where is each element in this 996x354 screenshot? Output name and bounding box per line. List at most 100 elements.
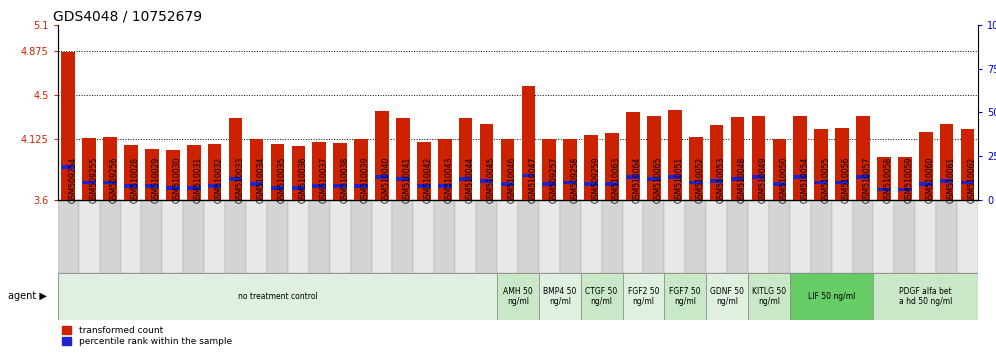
Bar [853, 200, 873, 273]
Bar [685, 200, 706, 273]
Bar [438, 139, 451, 200]
Text: GSM510033: GSM510033 [236, 156, 245, 203]
Bar [250, 182, 263, 186]
Text: GSM510049: GSM510049 [759, 156, 768, 203]
Bar [664, 200, 685, 273]
Bar [271, 186, 284, 190]
Text: GSM510041: GSM510041 [402, 157, 412, 203]
Text: GSM510055: GSM510055 [821, 156, 831, 203]
Text: PDGF alfa bet
a hd 50 ng/ml: PDGF alfa bet a hd 50 ng/ml [899, 287, 952, 306]
Text: FGF2 50
ng/ml: FGF2 50 ng/ml [627, 287, 659, 306]
Bar [334, 143, 347, 200]
Bar [392, 200, 413, 273]
Bar [459, 177, 472, 181]
Bar [413, 200, 434, 273]
Text: GSM510057: GSM510057 [863, 156, 872, 203]
Bar [731, 117, 744, 200]
Text: GSM510035: GSM510035 [277, 156, 287, 203]
Bar [543, 139, 556, 200]
Text: CTGF 50
ng/ml: CTGF 50 ng/ml [586, 287, 618, 306]
Text: GSM510059: GSM510059 [904, 156, 914, 203]
Bar [710, 125, 723, 200]
Text: GSM510047: GSM510047 [529, 156, 538, 203]
Legend: transformed count, percentile rank within the sample: transformed count, percentile rank withi… [63, 326, 232, 346]
Text: GSM510060: GSM510060 [926, 156, 935, 203]
Bar [915, 200, 936, 273]
Bar [622, 200, 643, 273]
Bar [476, 200, 497, 273]
Bar [647, 177, 660, 181]
Bar [877, 188, 890, 192]
Bar [581, 200, 602, 273]
Bar [229, 118, 242, 200]
Bar [647, 116, 660, 200]
Bar [936, 200, 957, 273]
Bar [104, 181, 117, 184]
Bar [752, 116, 765, 200]
Bar [166, 150, 179, 200]
Bar [225, 200, 246, 273]
Bar [501, 182, 514, 186]
Bar [313, 184, 326, 188]
Bar [857, 116, 870, 200]
Bar [602, 200, 622, 273]
Bar [898, 157, 911, 200]
Bar [706, 200, 727, 273]
Bar [208, 144, 221, 200]
Bar [543, 182, 556, 186]
Bar [752, 175, 765, 179]
Bar [145, 184, 158, 188]
Text: KITLG 50
ng/ml: KITLG 50 ng/ml [752, 287, 786, 306]
Bar [832, 200, 853, 273]
Bar [480, 124, 493, 200]
Bar [560, 200, 581, 273]
Bar [396, 177, 409, 181]
Bar [940, 124, 953, 200]
Bar [961, 129, 974, 200]
Text: GSM510042: GSM510042 [424, 157, 433, 203]
Bar [455, 200, 476, 273]
Text: GSM510051: GSM510051 [675, 157, 684, 203]
Text: GSM509255: GSM509255 [90, 156, 99, 203]
Bar [857, 175, 870, 179]
Bar [351, 200, 372, 273]
Text: GSM510052: GSM510052 [696, 157, 705, 203]
Text: GSM510034: GSM510034 [257, 156, 266, 203]
Bar [246, 200, 267, 273]
Text: GSM510037: GSM510037 [320, 156, 329, 203]
Bar [417, 184, 430, 188]
Bar [330, 200, 351, 273]
Text: GSM509257: GSM509257 [550, 156, 559, 203]
Bar [62, 165, 75, 169]
Bar [606, 133, 619, 200]
Bar [292, 186, 305, 190]
Text: GSM510048: GSM510048 [737, 157, 747, 203]
Bar [794, 175, 807, 179]
Bar [292, 146, 305, 200]
Bar [355, 139, 368, 200]
Bar [622, 273, 664, 320]
Text: GDS4048 / 10752679: GDS4048 / 10752679 [53, 10, 202, 24]
Bar [873, 200, 894, 273]
Text: GSM510050: GSM510050 [780, 156, 789, 203]
Bar [794, 116, 807, 200]
Text: FGF7 50
ng/ml: FGF7 50 ng/ml [669, 287, 701, 306]
Bar [79, 200, 100, 273]
Bar [372, 200, 392, 273]
Text: GSM510065: GSM510065 [654, 156, 663, 203]
Bar [187, 145, 200, 200]
Bar [480, 179, 493, 183]
Bar [626, 175, 639, 179]
Bar [250, 139, 263, 200]
Bar [664, 273, 706, 320]
Bar [187, 186, 200, 190]
Text: GSM510030: GSM510030 [173, 156, 182, 203]
Bar [124, 184, 137, 188]
Bar [773, 182, 786, 186]
Bar [355, 184, 368, 188]
Bar [564, 181, 577, 184]
Bar [748, 200, 769, 273]
Bar [790, 273, 873, 320]
Bar [518, 200, 539, 273]
Text: GSM509254: GSM509254 [68, 156, 78, 203]
